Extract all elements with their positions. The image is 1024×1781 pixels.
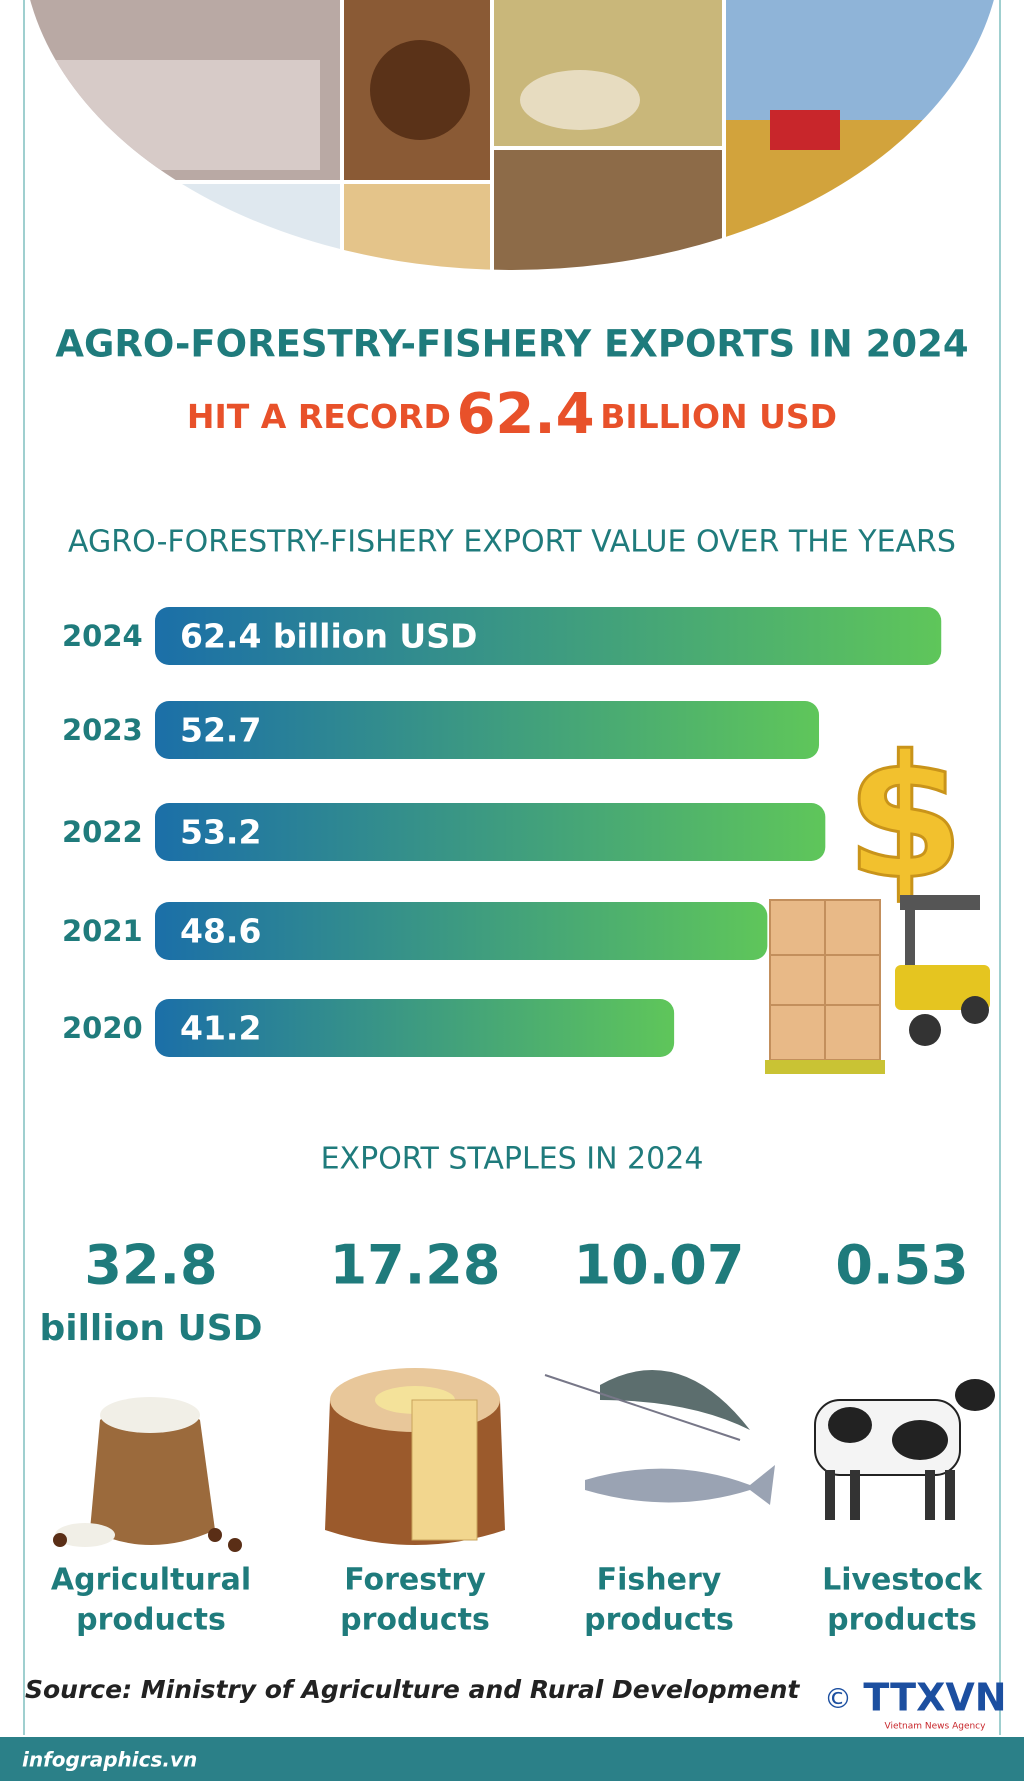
staple-value: 0.53 — [835, 1234, 968, 1297]
svg-text:$: $ — [846, 719, 964, 917]
footer-site: infographics.vn — [22, 1748, 197, 1772]
photo-collage — [22, 0, 1002, 270]
subtitle: HIT A RECORD 62.4 BILLION USD — [187, 382, 837, 447]
value-label: 52.7 — [180, 711, 261, 750]
staple-value: 32.8 — [84, 1234, 217, 1297]
subtitle-value: 62.4 — [456, 382, 594, 447]
staple-value: 10.07 — [574, 1234, 745, 1297]
value-label: 41.2 — [180, 1009, 261, 1048]
forklift-illustration: $ — [765, 718, 990, 1074]
y-tick-label: 2023 — [62, 713, 143, 747]
y-tick-label: 2022 — [62, 815, 143, 849]
staple-label: products — [584, 1603, 734, 1638]
chart-title: AGRO-FORESTRY-FISHERY EXPORT VALUE OVER … — [68, 525, 956, 560]
wood-stump-icon — [325, 1368, 505, 1545]
value-label: 48.6 — [180, 912, 261, 951]
y-tick-label: 2021 — [62, 914, 143, 948]
staple-label: products — [827, 1603, 977, 1638]
staple-unit: billion USD — [39, 1308, 262, 1349]
staple-label: products — [76, 1603, 226, 1638]
title: AGRO-FORESTRY-FISHERY EXPORTS IN 2024 — [55, 323, 968, 366]
bar — [155, 999, 675, 1057]
value-label: 53.2 — [180, 813, 261, 852]
y-tick-label: 2020 — [62, 1011, 143, 1045]
subtitle-before: HIT A RECORD — [187, 397, 451, 436]
footer-bar — [0, 1737, 1024, 1781]
staples-title: EXPORT STAPLES IN 2024 — [321, 1142, 704, 1177]
source: Source: Ministry of Agriculture and Rura… — [25, 1675, 800, 1704]
staple-label: Livestock — [822, 1563, 983, 1598]
cow-icon — [814, 1379, 995, 1520]
staple-label: Fishery — [597, 1563, 722, 1598]
copyright: © — [824, 1682, 852, 1715]
rice-sack-icon — [53, 1397, 242, 1552]
subtitle-after: BILLION USD — [600, 397, 837, 436]
logo: TTXVN — [863, 1676, 1006, 1720]
bar — [155, 607, 942, 665]
staple-label: Agricultural — [51, 1563, 251, 1598]
bar — [155, 701, 820, 759]
staple-value: 17.28 — [330, 1234, 501, 1297]
bar — [155, 902, 768, 960]
value-label: 62.4 billion USD — [180, 617, 477, 656]
staple-label: products — [340, 1603, 490, 1638]
agency: Vietnam News Agency — [885, 1722, 987, 1732]
seafood-icon — [544, 1370, 775, 1505]
y-tick-label: 2024 — [62, 619, 143, 653]
bar — [155, 803, 826, 861]
staple-label: Forestry — [344, 1563, 486, 1598]
